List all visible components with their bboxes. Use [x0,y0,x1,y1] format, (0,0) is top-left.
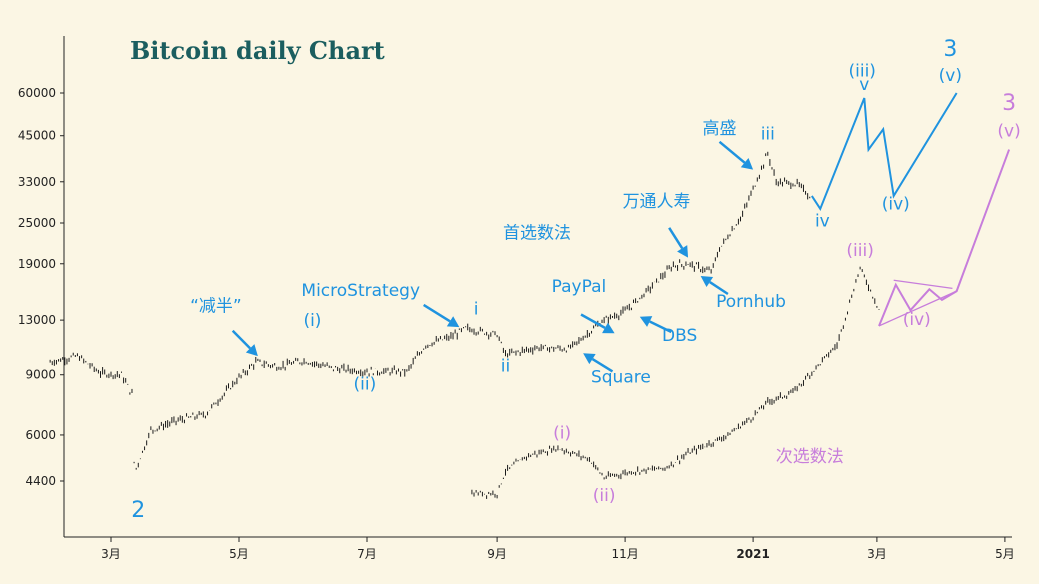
wave-label: (i) [553,424,571,444]
wave-label: “减半” [190,296,242,316]
arrow-head [677,245,689,258]
arrow-head [602,322,615,334]
annotation-arrows [231,140,754,373]
wave-label: iii [761,125,775,145]
wave-label: Pornhub [716,292,786,312]
secondary-candles [471,266,880,499]
y-tick-label: 33000 [18,175,56,189]
x-tick-label: 2021 [736,547,769,561]
annotation-arrow [422,303,451,323]
wave-label: Square [591,367,651,387]
wave-label: (v) [997,122,1020,142]
x-tick-label: 5月 [995,547,1015,561]
wave-label: PayPal [552,277,607,297]
y-tick-label: 9000 [25,368,56,382]
y-tick-label: 25000 [18,216,56,230]
wave-label: (iii) [846,241,873,261]
wave-label: 3 [1002,91,1016,116]
wave-label: 次选数法 [776,447,844,467]
wave-labels: 2(i)(ii)iiiiiiiv(iii)v(iv)3(v)首选数法“减半”Mi… [131,37,1020,523]
wave-label: DBS [662,326,697,346]
annotation-arrow [580,313,606,329]
x-tick-label: 3月 [867,547,887,561]
annotation-arrow [231,329,252,350]
x-tick-label: 7月 [357,547,377,561]
y-tick-label: 60000 [18,86,56,100]
wave-label: 2 [131,498,145,523]
wave-label: i [474,300,479,320]
y-tick-label: 19000 [18,257,56,271]
triangle-boundary-line [878,290,957,327]
x-tick-label: 9月 [487,547,507,561]
wave-label: ii [501,356,510,376]
y-tick-label: 6000 [25,428,56,442]
annotation-arrow [649,320,672,334]
wave-label: 高盛 [703,119,737,139]
annotation-arrow [591,357,614,373]
wave-label: MicroStrategy [301,281,420,301]
y-tick-label: 45000 [18,129,56,143]
annotation-arrow [718,140,746,164]
arrow-head [583,353,596,365]
wave-label: iv [815,212,830,232]
x-tick-label: 5月 [229,547,249,561]
wave-label: (v) [939,66,962,86]
arrow-head [700,275,714,288]
y-tick-label: 13000 [18,313,56,327]
axes [63,36,1012,538]
annotation-arrow [709,280,729,296]
wave-label: 万通人寿 [623,192,691,212]
arrow-head [245,344,258,357]
arrow-head [740,158,754,170]
y-tick-label: 4400 [25,474,56,488]
wave-label: 3 [943,37,957,62]
wave-label: (ii) [593,486,616,506]
chart-title: Bitcoin daily Chart [130,36,385,65]
arrow-head [446,316,460,328]
wave-label: v [859,75,869,95]
primary-projection-line [811,92,958,212]
triangle-boundary-line [893,279,953,290]
y-axis-ticks: 4400 6000 9000 13000 19000 25000 33000 45000 600… [18,86,64,488]
wave-label: 首选数法 [503,224,571,244]
annotation-arrow [668,227,684,250]
x-tick-label: 3月 [101,547,121,561]
x-tick-label: 11月 [611,547,638,561]
arrow-head [639,316,653,327]
wave-label: (ii) [354,374,377,394]
wave-label: (iv) [903,310,931,330]
wave-projections [811,92,1011,327]
wave-label: (i) [303,311,321,331]
price-candles [49,151,811,470]
x-axis-ticks: 3月 5月 7月 9月 11月 2021 3月 5月 [101,537,1015,561]
wave-label: (iv) [882,194,910,214]
wave-label: (iii) [848,62,875,82]
